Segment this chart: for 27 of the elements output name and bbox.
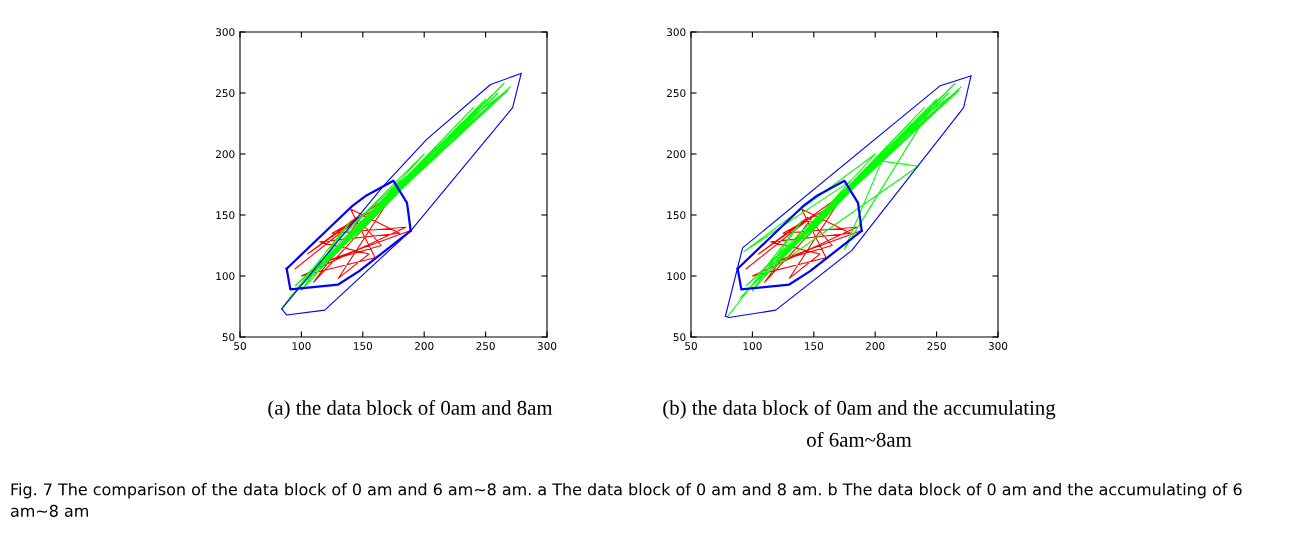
caption: Fig. 7 The comparison of the data block of 0 am and 6 am~8 am. a The data block of 0 am and 8 am. b The data block of 0 am and the accumulating of 6 am~8 am [10, 483, 1242, 517]
y-tick-label: 250 [216, 89, 235, 98]
x-tick-label: 300 [537, 342, 557, 350]
text: (a) the data block of 0am and 8am [268, 400, 553, 420]
y-tick-label: 50 [222, 333, 235, 342]
x-tick-label: 150 [354, 342, 373, 350]
y-tick-label: 250 [667, 89, 686, 98]
x-tick-label: 150 [805, 342, 824, 350]
y-tick-label: 150 [216, 211, 235, 220]
text: (b) the data block of 0am and the accumulating of 6am~8am [663, 400, 1056, 447]
x-tick-label: 100 [292, 342, 311, 350]
x-tick-label: 250 [476, 342, 495, 350]
y-tick-label: 300 [667, 28, 686, 37]
y-tick-label: 100 [216, 272, 235, 281]
x-tick-label: 100 [743, 342, 762, 350]
y-tick-label: 100 [667, 272, 686, 281]
x-tick-label: 200 [866, 342, 885, 350]
y-tick-label: 150 [667, 211, 686, 220]
x-tick-label: 50 [685, 342, 697, 350]
x-tick-label: 250 [927, 342, 946, 350]
y-tick-label: 200 [667, 150, 686, 159]
x-tick-label: 300 [988, 342, 1008, 350]
y-tick-label: 200 [216, 150, 235, 159]
y-tick-label: 50 [673, 333, 686, 342]
x-tick-label: 50 [234, 342, 246, 350]
x-tick-label: 200 [415, 342, 434, 350]
y-tick-label: 300 [216, 28, 235, 37]
